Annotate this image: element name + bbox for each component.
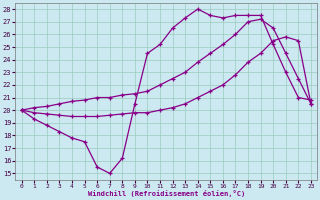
X-axis label: Windchill (Refroidissement éolien,°C): Windchill (Refroidissement éolien,°C): [88, 190, 245, 197]
